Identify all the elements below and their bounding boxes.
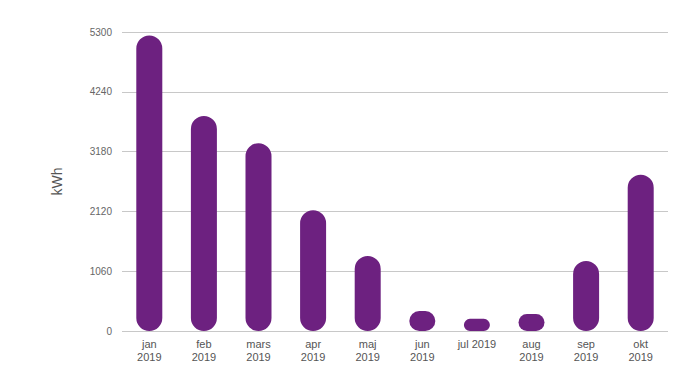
svg-text:2019: 2019 [355,351,379,363]
svg-text:2019: 2019 [519,351,543,363]
svg-text:5300: 5300 [90,27,113,38]
svg-text:apr: apr [305,338,321,350]
svg-text:jan: jan [141,338,157,350]
svg-text:2019: 2019 [574,351,598,363]
svg-text:2019: 2019 [301,351,325,363]
svg-text:jul 2019: jul 2019 [457,338,497,350]
svg-text:4240: 4240 [90,86,113,97]
svg-text:3180: 3180 [90,146,113,157]
svg-text:aug: aug [522,338,540,350]
svg-text:2019: 2019 [192,351,216,363]
svg-text:1060: 1060 [90,266,113,277]
svg-text:okt: okt [633,338,648,350]
svg-text:sep: sep [577,338,595,350]
svg-text:2120: 2120 [90,206,113,217]
svg-text:jun: jun [414,338,430,350]
svg-text:mars: mars [246,338,271,350]
svg-text:2019: 2019 [246,351,270,363]
svg-text:2019: 2019 [628,351,652,363]
svg-text:feb: feb [196,338,211,350]
svg-text:maj: maj [359,338,377,350]
svg-text:kWh: kWh [49,168,65,196]
svg-text:2019: 2019 [137,351,161,363]
svg-text:2019: 2019 [410,351,434,363]
svg-text:0: 0 [106,326,112,337]
